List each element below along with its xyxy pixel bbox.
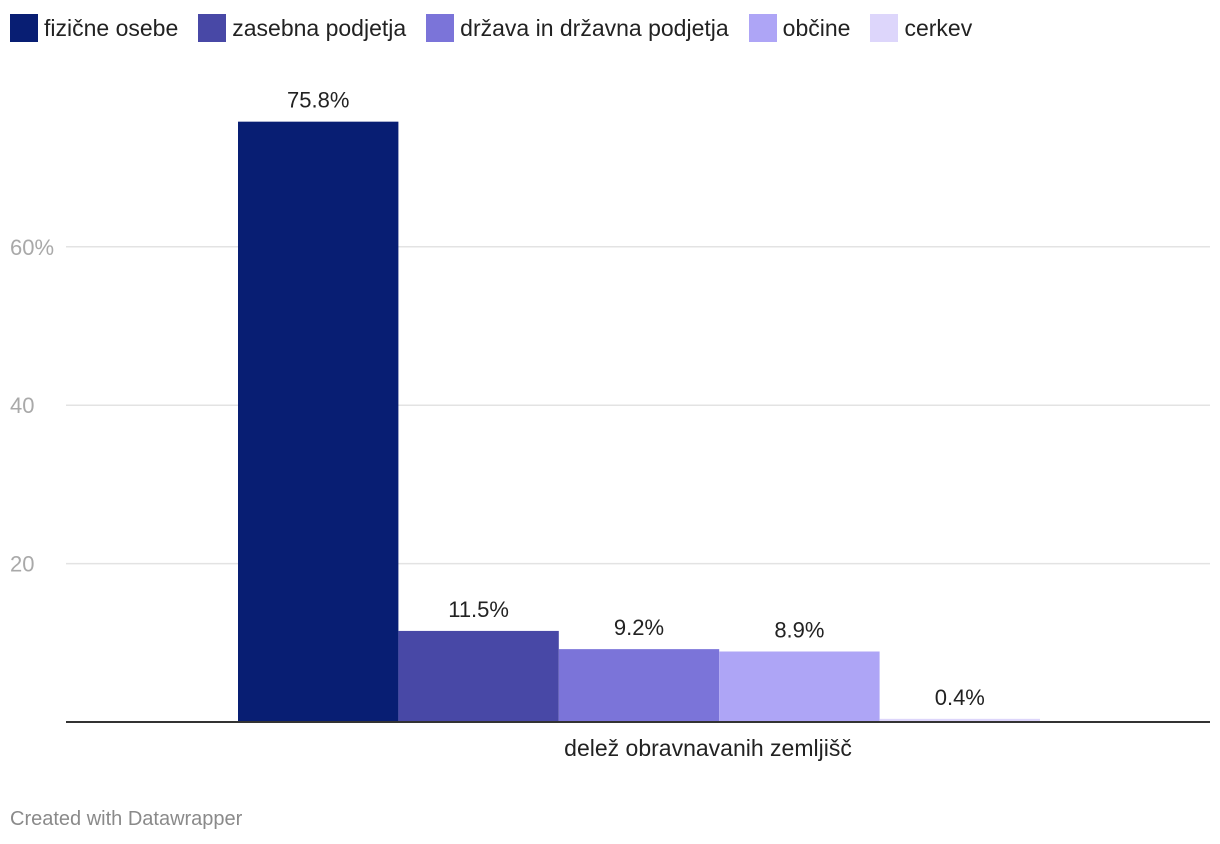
bar-value-label: 75.8% [287,88,349,113]
chart-legend: fizične osebe zasebna podjetja država in d… [10,12,992,44]
legend-swatch [198,14,227,42]
y-tick-label: 20 [10,552,34,577]
legend-label: cerkev [904,14,973,41]
legend-item: cerkev [870,14,972,42]
bar-value-label: 11.5% [448,597,509,622]
legend-item: zasebna podjetja [198,14,406,42]
bar [398,630,559,722]
bar-value-label: 9.2% [614,615,664,640]
y-tick-label: 40 [10,393,34,418]
legend-swatch [426,14,455,42]
legend-item: občine [748,14,851,42]
bar [558,649,720,722]
legend-item: država in državna podjetja [426,14,729,42]
legend-item: fizične osebe [10,14,178,42]
bar [238,121,399,722]
legend-label: fizične osebe [44,14,179,41]
bar [719,651,880,722]
category-label: delež obravnavanih zemljišč [564,735,852,761]
bar-value-label: 0.4% [935,685,985,710]
legend-swatch [870,14,899,42]
legend-label: zasebna podjetja [232,14,407,41]
bar-value-label: 8.9% [774,618,824,643]
legend-label: občine [782,14,851,41]
legend-swatch [748,14,777,42]
footer-credit[interactable]: Created with Datawrapper [10,808,243,830]
y-tick-label: 60% [10,235,54,260]
bar [879,718,1040,722]
legend-label: država in državna podjetja [460,14,729,41]
legend-swatch [10,14,38,42]
